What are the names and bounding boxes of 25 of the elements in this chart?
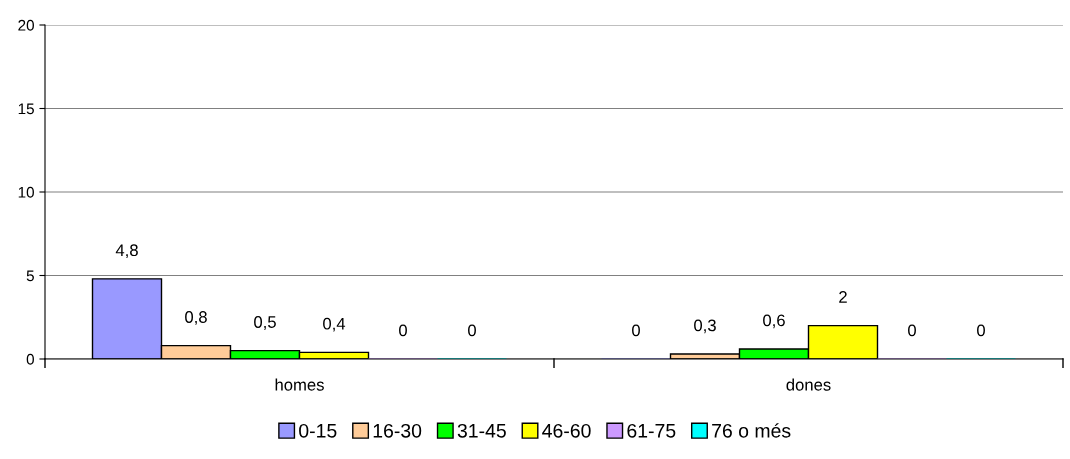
y-tick-label: 15	[18, 103, 34, 115]
data-label: 0	[468, 324, 476, 337]
y-tick-label: 0	[26, 353, 34, 365]
legend-label: 61-75	[627, 423, 676, 438]
data-label: 0	[399, 324, 407, 337]
data-label: 0	[908, 324, 916, 337]
legend-label: 0-15	[299, 423, 337, 438]
data-label: 4,8	[115, 244, 138, 259]
y-tick-label: 5	[26, 270, 34, 282]
data-label: 0	[632, 324, 640, 337]
y-tick-label: 20	[18, 19, 34, 31]
data-label: 0,4	[323, 317, 346, 332]
x-tick-label: homes	[275, 378, 324, 391]
legend-label: 31-45	[457, 423, 506, 438]
legend-label: 16-30	[373, 423, 422, 438]
data-label: 0,3	[694, 319, 716, 334]
data-label: 0	[977, 324, 985, 337]
data-label: 0,8	[185, 311, 207, 325]
data-label: 0,6	[763, 314, 785, 329]
y-tick-label: 10	[18, 186, 34, 198]
legend-label: 46-60	[542, 423, 591, 438]
data-label: 0,5	[254, 316, 276, 330]
x-tick-label: dones	[786, 378, 831, 391]
data-label: 2	[839, 291, 847, 303]
legend-label: 76 o més	[712, 423, 791, 438]
